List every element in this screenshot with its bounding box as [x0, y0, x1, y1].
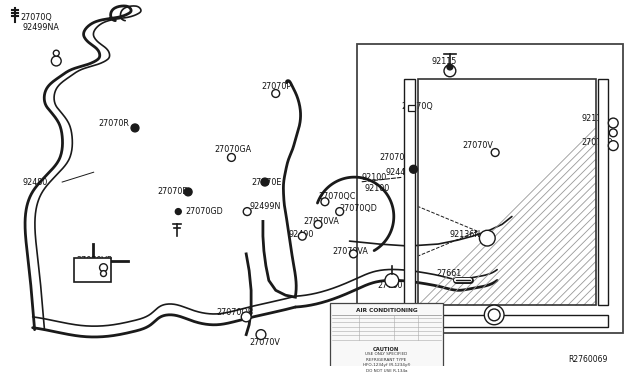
Text: 27070QC: 27070QC: [318, 192, 355, 201]
Text: 27760: 27760: [377, 281, 403, 290]
Text: DO NOT USE R-134a: DO NOT USE R-134a: [365, 369, 407, 372]
Circle shape: [100, 270, 106, 276]
Text: 27070GA: 27070GA: [214, 145, 252, 154]
Text: 27070V: 27070V: [463, 141, 493, 150]
Circle shape: [488, 309, 500, 321]
Circle shape: [261, 178, 269, 186]
Bar: [357, 44, 623, 333]
Text: 92112: 92112: [481, 320, 506, 329]
Circle shape: [609, 118, 618, 128]
Text: AIR CONDITIONING: AIR CONDITIONING: [356, 308, 417, 313]
Text: 27070R: 27070R: [99, 119, 129, 128]
Circle shape: [272, 90, 280, 97]
Circle shape: [131, 124, 139, 132]
Text: 27070P: 27070P: [261, 82, 291, 91]
Circle shape: [483, 233, 492, 243]
Text: 92499NA: 92499NA: [23, 23, 60, 32]
Circle shape: [53, 50, 60, 56]
Circle shape: [609, 141, 618, 151]
Text: 92490: 92490: [289, 230, 314, 239]
Circle shape: [321, 198, 329, 206]
Circle shape: [479, 230, 495, 246]
Circle shape: [175, 209, 181, 215]
Text: 27070VB: 27070VB: [76, 256, 113, 265]
Circle shape: [298, 232, 306, 240]
Bar: [408, 105, 415, 111]
Bar: [419, 79, 596, 305]
Bar: [330, 303, 443, 372]
Circle shape: [444, 65, 456, 77]
Text: USE ONLY SPECIFIED: USE ONLY SPECIFIED: [365, 352, 408, 356]
Text: 27000X: 27000X: [337, 348, 367, 357]
Circle shape: [241, 312, 251, 322]
Text: 92499N: 92499N: [249, 202, 280, 211]
Text: 27661: 27661: [436, 269, 461, 278]
Bar: [74, 258, 111, 282]
Text: 27070GD: 27070GD: [185, 207, 223, 216]
Text: 27070Q: 27070Q: [402, 102, 433, 111]
Text: REFRIGERANT TYPE: REFRIGERANT TYPE: [366, 358, 406, 362]
Circle shape: [184, 188, 192, 196]
Circle shape: [256, 330, 266, 340]
Text: 27070E: 27070E: [251, 177, 282, 186]
Text: 92480: 92480: [23, 177, 48, 186]
Circle shape: [336, 208, 344, 215]
Text: 92115: 92115: [431, 57, 456, 65]
Bar: [404, 79, 415, 305]
Text: 27070QB: 27070QB: [217, 308, 254, 317]
Circle shape: [51, 56, 61, 66]
Text: HFO-1234yf (R-1234yf): HFO-1234yf (R-1234yf): [363, 363, 410, 367]
Text: 92114: 92114: [582, 113, 607, 123]
Text: 27070QD: 27070QD: [340, 204, 378, 213]
Circle shape: [609, 129, 617, 137]
Text: 27070V: 27070V: [249, 338, 280, 347]
Bar: [598, 79, 609, 305]
Text: CAUTION: CAUTION: [373, 347, 399, 352]
Text: 27070E: 27070E: [379, 153, 410, 162]
Text: R2760069: R2760069: [568, 355, 607, 364]
Circle shape: [484, 305, 504, 325]
Text: 92100: 92100: [364, 185, 390, 193]
Text: 92440: 92440: [386, 168, 411, 177]
Circle shape: [349, 250, 357, 258]
Text: 27070E: 27070E: [157, 187, 188, 196]
Circle shape: [447, 64, 453, 70]
Text: 27070VA: 27070VA: [333, 247, 369, 256]
Text: 27070VA: 27070VA: [303, 217, 339, 226]
Circle shape: [227, 154, 236, 161]
Circle shape: [243, 208, 251, 215]
Circle shape: [100, 264, 108, 272]
Circle shape: [314, 221, 322, 228]
Circle shape: [492, 148, 499, 157]
Circle shape: [385, 273, 399, 287]
Circle shape: [410, 165, 417, 173]
Text: 27070Q: 27070Q: [21, 13, 52, 22]
Bar: [404, 315, 609, 327]
Text: 92100: 92100: [362, 173, 387, 182]
Text: 27070Q: 27070Q: [582, 138, 614, 147]
Text: 92136N: 92136N: [450, 230, 481, 239]
